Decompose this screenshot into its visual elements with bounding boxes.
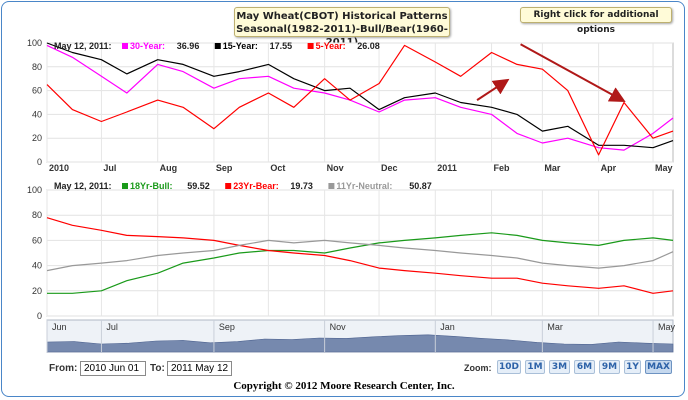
top-legend-value: 36.96	[177, 41, 200, 51]
top-y-tick-label: 60	[32, 86, 42, 96]
x-tick-label: Apr	[601, 163, 617, 173]
chart-area[interactable]: 0 20 40 60 80 100 2010 Jul Aug Sep Oct Nov Dec 2011 Fe…	[0, 0, 688, 360]
top-legend-value: 17.55	[270, 41, 293, 51]
zoom-button-6m[interactable]: 6M	[574, 360, 595, 374]
navigator-tick-label: Mar	[547, 322, 563, 332]
top-legend-date: May 12, 2011:	[54, 41, 112, 51]
bottom-legend-label: 18Yr-Bull:	[130, 181, 173, 191]
bottom-legend-swatch	[225, 183, 232, 189]
top-y-tick-label: 0	[37, 157, 42, 167]
bottom-plot-background	[46, 189, 674, 317]
from-label: From:	[49, 363, 78, 374]
right-click-options-hint[interactable]: Right click for additional options	[520, 7, 672, 35]
navigator-tick-label: Sep	[219, 322, 235, 332]
top-y-tick-label: 100	[27, 38, 42, 48]
to-date-input[interactable]	[167, 361, 232, 376]
series-line-23yr-bear	[46, 217, 674, 294]
navigator-tick-label: Jan	[440, 322, 455, 332]
top-y-tick-label: 20	[32, 133, 42, 143]
x-tick-label: Aug	[160, 163, 178, 173]
bottom-y-tick-label: 100	[27, 185, 42, 195]
bottom-legend-value: 19.73	[290, 181, 313, 191]
navigator-tick-label: Nov	[330, 322, 347, 332]
chart-title-box: May Wheat(CBOT) Historical Patterns Seas…	[234, 7, 450, 48]
series-line-18yr-bull	[47, 232, 674, 294]
top-legend-swatch	[122, 43, 128, 49]
top-legend-value: 26.08	[357, 41, 380, 51]
zoom-button-1y[interactable]: 1Y	[624, 360, 641, 374]
top-legend-swatch	[307, 43, 314, 49]
bottom-legend-date: May 12, 2011:	[54, 181, 112, 191]
top-legend-label: 30-Year:	[130, 41, 165, 51]
series-line-15-year	[46, 42, 674, 149]
to-label: To:	[150, 363, 165, 374]
top-legend-label: 5-Year:	[316, 41, 346, 51]
x-tick-label: Sep	[216, 163, 233, 173]
top-y-tick-label: 80	[32, 62, 42, 72]
top-legend-label: 15-Year:	[223, 41, 258, 51]
top-plot-background	[46, 42, 674, 163]
x-tick-label: 2010	[49, 163, 69, 173]
x-tick-label: Mar	[544, 163, 561, 173]
bottom-y-tick-label: 80	[32, 210, 42, 220]
x-tick-label: 2011	[437, 163, 457, 173]
x-tick-label: Dec	[381, 163, 398, 173]
copyright-text: Copyright © 2012 Moore Research Center, …	[233, 380, 455, 392]
chart-title-line1: May Wheat(CBOT) Historical Patterns	[236, 11, 448, 22]
zoom-button-1m[interactable]: 1M	[525, 360, 545, 374]
zoom-button-9m[interactable]: 9M	[599, 360, 620, 374]
zoom-button-3m[interactable]: 3M	[549, 360, 570, 374]
bottom-legend-swatch	[122, 183, 128, 189]
top-y-tick-label: 40	[32, 109, 42, 119]
series-line-30-year	[46, 44, 674, 151]
zoom-button-max[interactable]: MAX	[645, 360, 672, 374]
top-legend-swatch	[214, 43, 221, 49]
series-line-11yr-neutral	[46, 239, 674, 272]
bottom-legend-value: 50.87	[409, 181, 432, 191]
x-tick-label: May	[655, 163, 673, 173]
from-date-input[interactable]	[80, 361, 146, 376]
bottom-y-tick-label: 20	[32, 286, 42, 296]
bottom-y-tick-label: 40	[32, 261, 42, 271]
x-tick-label: Oct	[270, 163, 285, 173]
x-tick-label: Jul	[103, 163, 116, 173]
series-line-5-year	[46, 44, 674, 156]
bottom-legend-value: 59.52	[187, 181, 210, 191]
bottom-legend-swatch	[328, 183, 335, 189]
annotation-arrow-down	[520, 43, 626, 103]
navigator-series-area	[46, 334, 674, 353]
navigator-tick-label: Jul	[106, 322, 118, 332]
x-tick-label: Feb	[494, 163, 511, 173]
zoom-label: Zoom:	[464, 363, 492, 373]
zoom-button-10d[interactable]: 10D	[497, 360, 521, 374]
navigator-tick-label: May	[658, 322, 676, 332]
bottom-legend-label: 23Yr-Bear:	[233, 181, 279, 191]
x-tick-label: Nov	[327, 163, 344, 173]
navigator-tick-label: Jun	[52, 322, 67, 332]
annotation-arrow-up	[476, 78, 510, 101]
bottom-legend-label: 11Yr-Neutral:	[336, 181, 392, 191]
bottom-y-tick-label: 60	[32, 235, 42, 245]
bottom-y-tick-label: 0	[37, 311, 42, 321]
